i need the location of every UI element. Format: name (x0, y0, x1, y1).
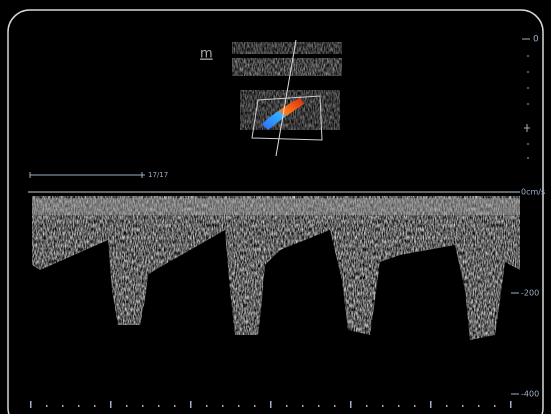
time-tick (510, 401, 512, 408)
time-tick (286, 405, 288, 407)
time-tick (110, 401, 112, 408)
time-tick (414, 405, 416, 407)
time-tick (430, 401, 432, 408)
time-tick (366, 405, 368, 407)
depth-scale (522, 38, 530, 159)
marker-label: m (200, 47, 213, 62)
time-tick (318, 405, 320, 407)
time-tick (30, 401, 32, 408)
time-tick (126, 405, 128, 407)
time-tick (238, 405, 240, 407)
time-tick (334, 405, 336, 407)
time-tick (222, 405, 224, 407)
time-tick (494, 405, 496, 407)
time-tick (190, 401, 192, 408)
time-tick (174, 405, 176, 407)
time-tick (462, 405, 464, 407)
time-tick (94, 405, 96, 407)
velocity-label: -200 (521, 289, 539, 298)
time-tick (382, 405, 384, 407)
spectrum-core (32, 198, 520, 215)
time-tick (62, 405, 64, 407)
time-tick (78, 405, 80, 407)
time-tick (158, 405, 160, 407)
time-tick (46, 405, 48, 407)
time-tick (142, 405, 144, 407)
velocity-scale (511, 292, 519, 395)
velocity-label: 0cm/s (521, 188, 545, 197)
frame-counter: 17/17 (148, 171, 168, 179)
time-bar (29, 172, 145, 178)
doppler-spectrum (32, 196, 520, 340)
time-tick (350, 401, 352, 408)
time-tick (206, 405, 208, 407)
time-ticks (30, 401, 512, 408)
time-tick (446, 405, 448, 407)
depth-label: 0 (533, 35, 539, 45)
time-tick (478, 405, 480, 407)
time-tick (270, 401, 272, 408)
time-tick (254, 405, 256, 407)
velocity-label: -400 (521, 390, 539, 399)
b-mode-image (232, 39, 342, 157)
time-tick (398, 405, 400, 407)
frame-border (7, 9, 544, 414)
time-tick (302, 405, 304, 407)
